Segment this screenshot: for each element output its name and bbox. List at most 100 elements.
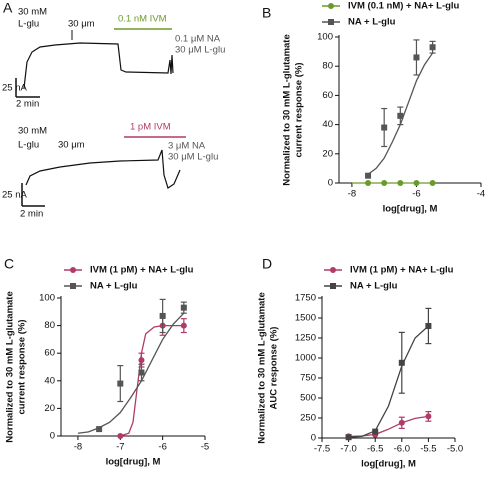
panel-letter: C <box>4 256 14 272</box>
x-tick-label: -5 <box>201 442 209 453</box>
y-tick-label: 250 <box>300 413 316 424</box>
data-point <box>138 369 145 376</box>
trace-label: 30 μM L-glu <box>175 45 225 56</box>
drug-label: 1 pM IVM <box>130 122 171 133</box>
data-point <box>345 434 352 441</box>
panel-a: A 30 mM L-glu 30 μm 0.1 nM IVM 0.1 μM NA… <box>2 0 225 220</box>
scale-label: 25 nA <box>2 190 27 201</box>
y-tick-label: 60 <box>322 90 333 101</box>
scale-label: 25 nA <box>2 83 27 94</box>
x-tick-label: -7 <box>116 442 124 453</box>
current-trace <box>23 42 174 89</box>
x-tick-label: -8 <box>348 189 356 200</box>
x-tick-label: -6 <box>412 189 420 200</box>
x-axis-label: log[drug], M <box>383 204 438 215</box>
legend-label: IVM (1 pM) + NA+ L-glu <box>350 265 454 276</box>
panel: D -7.5 -7.0 -6.5 -6.0 -5.5 -5.0 0 250 500 750 1000 1… <box>257 256 464 470</box>
trace-label: 30 μm <box>68 19 95 30</box>
y-tick-label: 0 <box>311 433 316 444</box>
legend-marker <box>70 267 76 273</box>
data-point <box>381 180 388 186</box>
y-tick-label: 40 <box>44 375 55 386</box>
legend-marker <box>70 283 76 289</box>
x-tick-label: -4 <box>477 189 485 200</box>
data-point <box>96 426 103 433</box>
y-tick-label: 80 <box>44 320 55 331</box>
legend-marker <box>330 283 336 289</box>
current-trace <box>25 149 181 189</box>
trace-label: 0.1 μM NA <box>175 34 221 45</box>
panel: B -8 -6 -4 0 20 40 60 80 100 log[drug], M Normalize… <box>262 1 485 215</box>
fit-curve <box>120 324 184 437</box>
panel-letter: B <box>262 5 271 21</box>
y-tick-label: 0 <box>50 431 55 442</box>
y-tick-label: 100 <box>317 32 333 43</box>
data-point <box>429 180 436 186</box>
scale-label: 2 min <box>20 209 43 220</box>
legend-label: NA + L-glu <box>348 17 396 28</box>
legend-marker <box>328 19 334 25</box>
y-axis-label: Normalized to 30 mM L-glutamate <box>5 291 16 443</box>
scale-label: 2 min <box>16 99 39 110</box>
y-tick-label: 60 <box>44 348 55 359</box>
legend-label: IVM (1 pM) + NA+ L-glu <box>90 265 194 276</box>
x-tick-label: -5.0 <box>447 444 463 455</box>
y-tick-label: 1750 <box>295 293 316 304</box>
legend-label: NA + L-glu <box>90 281 138 292</box>
y-tick-label: 750 <box>300 373 316 384</box>
panel: C -8 -7 -6 -5 0 20 40 60 80 100 log[drug], M Normali… <box>4 256 209 468</box>
y-tick-label: 1000 <box>295 353 316 364</box>
trace-label: L-glu <box>18 19 39 30</box>
y-tick-label: 40 <box>322 119 333 130</box>
data-point <box>381 124 388 131</box>
y-tick-label: 1500 <box>295 313 316 324</box>
y-tick-label: 20 <box>322 148 333 159</box>
data-point <box>425 413 432 420</box>
trace-label: L-glu <box>18 140 39 151</box>
data-point <box>372 428 379 435</box>
y-axis-label: current response (%) <box>17 319 28 414</box>
x-tick-label: -8 <box>74 442 82 453</box>
data-point <box>365 172 372 179</box>
x-tick-label: -7.5 <box>314 444 330 455</box>
x-tick-label: -5.5 <box>420 444 436 455</box>
x-tick-label: -6 <box>158 442 166 453</box>
y-axis-label: Normalized to 30 mM L-glutamate <box>257 292 268 444</box>
trace-label: 30 μm <box>58 140 85 151</box>
data-point <box>180 322 187 329</box>
data-point <box>398 419 405 426</box>
data-point <box>397 180 404 186</box>
data-point <box>398 359 405 366</box>
panel-letter: D <box>262 256 272 272</box>
y-axis-label: current response (%) <box>294 62 305 157</box>
fit-curve <box>348 325 429 438</box>
data-point <box>180 304 187 311</box>
legend-marker <box>328 3 334 9</box>
y-tick-label: 1250 <box>295 333 316 344</box>
fit-curve <box>77 312 185 434</box>
data-point <box>413 180 420 186</box>
data-point <box>429 44 436 51</box>
data-point <box>413 54 420 61</box>
x-tick-label: -6.5 <box>367 444 383 455</box>
panel-letter: A <box>3 0 13 16</box>
y-tick-label: 500 <box>300 393 316 404</box>
y-tick-label: 100 <box>39 293 55 304</box>
fit-curve <box>348 415 429 438</box>
data-point <box>365 180 372 186</box>
data-point <box>425 323 432 329</box>
legend-label: IVM (0.1 nM) + NA+ L-glu <box>348 1 460 12</box>
data-point <box>397 112 404 119</box>
drug-label: 0.1 nM IVM <box>118 14 167 25</box>
y-tick-label: 80 <box>322 61 333 72</box>
y-tick-label: 20 <box>44 403 55 414</box>
trace-label: 30 mM <box>18 126 47 137</box>
trace-label: 3 μM NA <box>168 141 206 152</box>
trace-label: 30 mM <box>18 7 47 18</box>
data-point <box>138 357 145 364</box>
data-point <box>117 433 124 439</box>
y-axis-label: Normalized to 30 mM L-glutamate <box>282 34 293 186</box>
y-tick-label: 0 <box>328 178 333 189</box>
x-tick-label: -6.0 <box>394 444 410 455</box>
